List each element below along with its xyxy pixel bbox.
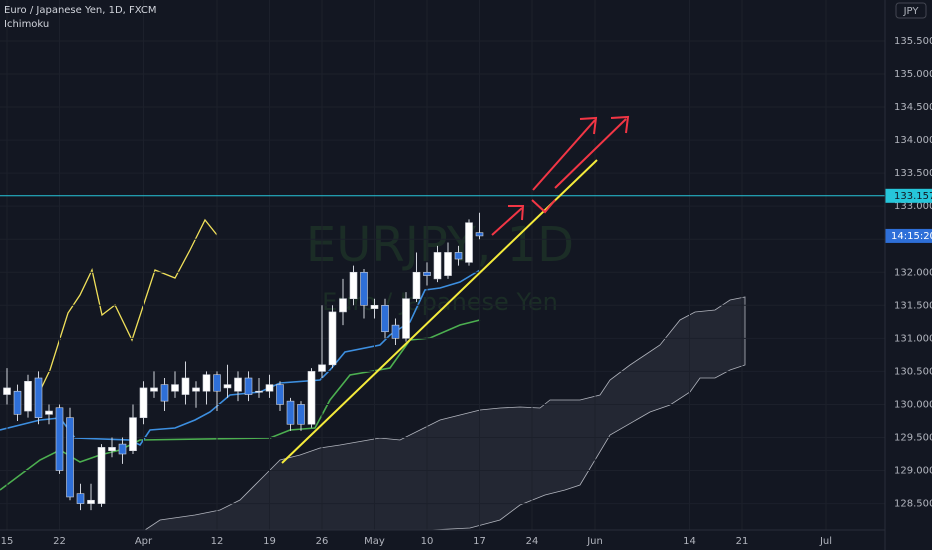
x-tick-label: Apr [135,536,153,547]
candle-body [66,417,74,498]
candle-body [213,374,221,392]
x-tick-label: 14 [683,536,696,547]
y-tick-label: 130.000 [894,399,932,410]
candle-body [181,377,190,395]
candle-body [202,374,211,392]
x-tick-label: Jun [586,536,603,547]
candle-body [87,499,95,504]
candle-body [307,371,316,425]
candle-body [297,404,305,425]
arrows [491,115,630,236]
candle-body [412,271,421,300]
candle-body [192,387,200,392]
y-tick-label: 133.000 [894,201,932,212]
x-tick-label: 12 [211,536,224,547]
x-tick-label: 15 [1,536,14,547]
currency[interactable]: JPY [903,6,920,17]
x-tick-label: 24 [526,536,539,547]
candle-body [349,271,358,300]
y-tick-label: 135.500 [894,36,932,47]
candle-body [391,324,400,339]
candle-body [24,381,32,412]
candle-body [244,377,253,395]
candle-body [265,384,274,392]
candle-body [118,443,127,455]
candle-body [45,410,53,415]
indicator-name: Ichimoku [4,19,49,30]
candle-body [286,400,295,425]
ichimoku-cloud [143,296,746,531]
candle-body [13,390,22,415]
candle-body [171,384,179,392]
arrow [554,118,627,189]
y-tick-label: 128.500 [894,499,932,510]
candle-body [318,364,326,372]
x-tick-label: 19 [263,536,276,547]
candle-body [129,417,137,451]
candle-body [3,387,11,395]
candle-body [150,387,158,392]
candle-body [34,377,43,418]
candle-body [139,387,148,418]
symbol-title: Euro / Japanese Yen, 1D, FXCM [4,5,157,16]
candle-body [402,298,410,339]
countdown: 14:15:20 [891,231,932,242]
price-label: 133.157 [894,191,932,202]
candle-body [97,447,106,504]
arrow [491,207,523,236]
y-tick-label: 132.000 [894,267,932,278]
y-tick-label: 135.000 [894,69,932,80]
candle-body [370,305,379,309]
y-tick-label: 131.500 [894,300,932,311]
candle-body [360,271,368,306]
price-label-bg [885,188,932,203]
candle-body [276,384,284,405]
y-tick-label: 130.500 [894,366,932,377]
x-tick-label: 10 [421,536,434,547]
candle-body [76,493,85,504]
x-tick-label: 17 [473,536,486,547]
candle-body [339,298,347,313]
candle-body [423,271,431,276]
arrow-head [610,115,630,134]
candle-body [255,390,263,393]
candle-body [108,447,116,451]
candle-body [381,305,389,333]
candle-body [444,252,452,276]
arrow-head [579,116,598,135]
x-tick-label: May [364,536,385,547]
y-tick-label: 133.500 [894,168,932,179]
y-tick-label: 134.000 [894,135,932,146]
arrow-head [508,205,525,221]
y-tick-label: 129.500 [894,432,932,443]
candle-body [223,384,232,389]
y-tick-label: 131.000 [894,333,932,344]
y-tick-label: 129.000 [894,466,932,477]
candle-body [465,222,473,263]
y-tick-label: 134.500 [894,102,932,113]
countdown-bg [885,228,932,243]
candle-body [328,311,337,366]
x-tick-label: 26 [316,536,329,547]
x-tick-label: Jul [819,536,832,547]
candle-body [160,384,169,402]
arrow [532,119,596,191]
candle-body [475,232,484,237]
x-tick-label: 22 [53,536,66,547]
candle-body [454,252,463,260]
candle-body [433,252,442,280]
currency-button[interactable] [895,2,927,19]
x-tick-label: 21 [736,536,749,547]
candle-body [55,407,64,471]
candle-body [234,377,242,392]
arrow-head [531,199,556,214]
